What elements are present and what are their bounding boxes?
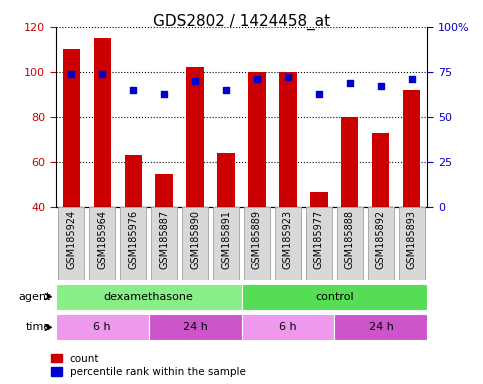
Text: GSM185977: GSM185977 bbox=[314, 210, 324, 269]
Text: GSM185891: GSM185891 bbox=[221, 210, 231, 268]
FancyBboxPatch shape bbox=[337, 207, 363, 280]
Point bbox=[315, 91, 323, 97]
FancyBboxPatch shape bbox=[242, 284, 427, 310]
FancyBboxPatch shape bbox=[89, 207, 115, 280]
FancyBboxPatch shape bbox=[399, 207, 425, 280]
Text: GSM185964: GSM185964 bbox=[97, 210, 107, 268]
Text: GDS2802 / 1424458_at: GDS2802 / 1424458_at bbox=[153, 13, 330, 30]
Text: GSM185889: GSM185889 bbox=[252, 210, 262, 268]
Text: dexamethasone: dexamethasone bbox=[103, 291, 194, 302]
Text: time: time bbox=[26, 322, 51, 333]
FancyBboxPatch shape bbox=[56, 314, 149, 340]
FancyBboxPatch shape bbox=[242, 314, 334, 340]
Text: 24 h: 24 h bbox=[369, 322, 394, 333]
FancyBboxPatch shape bbox=[275, 207, 301, 280]
Bar bbox=[125, 156, 142, 207]
Bar bbox=[341, 117, 358, 207]
Text: GSM185888: GSM185888 bbox=[345, 210, 355, 268]
Bar bbox=[280, 72, 297, 207]
Point bbox=[67, 71, 75, 77]
Point bbox=[191, 78, 199, 84]
Legend: count, percentile rank within the sample: count, percentile rank within the sample bbox=[51, 354, 246, 377]
Point bbox=[222, 87, 230, 93]
FancyBboxPatch shape bbox=[244, 207, 270, 280]
FancyBboxPatch shape bbox=[213, 207, 239, 280]
Bar bbox=[217, 153, 235, 207]
Text: GSM185887: GSM185887 bbox=[159, 210, 169, 269]
Bar bbox=[94, 38, 111, 207]
Bar bbox=[62, 50, 80, 207]
Bar bbox=[311, 192, 327, 207]
Point bbox=[346, 80, 354, 86]
Point bbox=[253, 76, 261, 82]
Point bbox=[408, 76, 416, 82]
Text: GSM185892: GSM185892 bbox=[376, 210, 386, 269]
Text: GSM185893: GSM185893 bbox=[407, 210, 417, 268]
Bar bbox=[403, 90, 421, 207]
Bar bbox=[372, 133, 389, 207]
Point bbox=[284, 74, 292, 81]
Text: GSM185976: GSM185976 bbox=[128, 210, 138, 269]
Point bbox=[377, 83, 385, 89]
Text: 6 h: 6 h bbox=[279, 322, 297, 333]
Text: control: control bbox=[315, 291, 354, 302]
FancyBboxPatch shape bbox=[182, 207, 208, 280]
Text: GSM185923: GSM185923 bbox=[283, 210, 293, 269]
FancyBboxPatch shape bbox=[151, 207, 177, 280]
FancyBboxPatch shape bbox=[368, 207, 394, 280]
Text: 6 h: 6 h bbox=[93, 322, 111, 333]
Bar bbox=[156, 174, 172, 207]
Point bbox=[129, 87, 137, 93]
Text: 24 h: 24 h bbox=[183, 322, 208, 333]
Point bbox=[160, 91, 168, 97]
FancyBboxPatch shape bbox=[58, 207, 84, 280]
Point bbox=[98, 71, 106, 77]
FancyBboxPatch shape bbox=[306, 207, 332, 280]
FancyBboxPatch shape bbox=[334, 314, 427, 340]
Text: agent: agent bbox=[18, 291, 51, 302]
FancyBboxPatch shape bbox=[149, 314, 242, 340]
Bar bbox=[248, 72, 266, 207]
Text: GSM185890: GSM185890 bbox=[190, 210, 200, 268]
FancyBboxPatch shape bbox=[120, 207, 146, 280]
Bar bbox=[186, 68, 203, 207]
FancyBboxPatch shape bbox=[56, 284, 242, 310]
Text: GSM185924: GSM185924 bbox=[66, 210, 76, 269]
